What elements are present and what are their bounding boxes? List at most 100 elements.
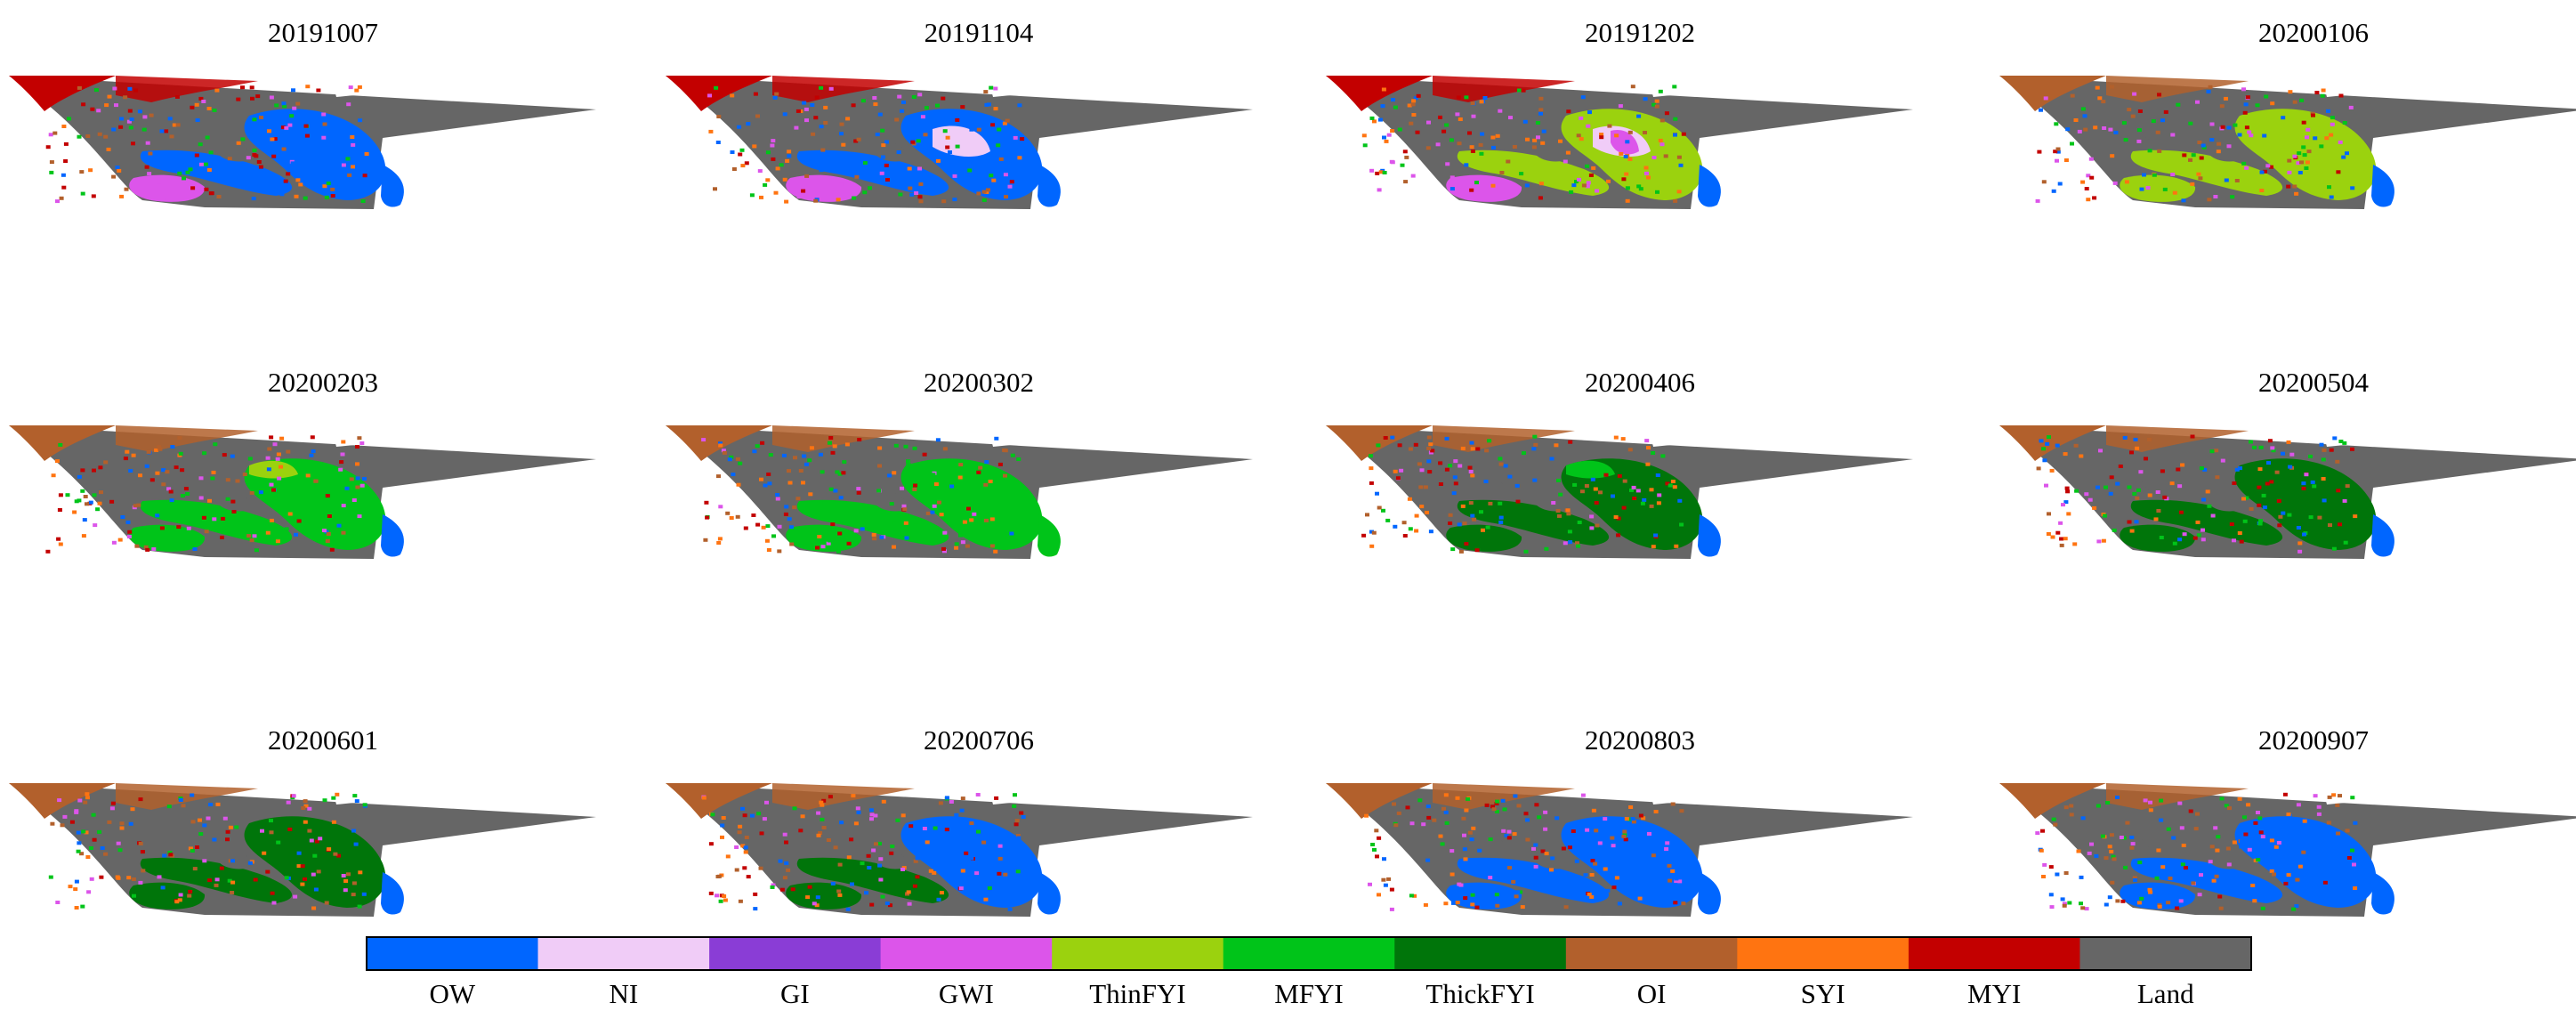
west-basin-ice — [1446, 174, 1522, 202]
panel-title-20200302: 20200302 — [924, 367, 1034, 398]
island — [214, 848, 250, 869]
west-basin-ice — [129, 174, 206, 202]
map-panel-20200106 — [1999, 76, 2576, 209]
corner-ice-region — [666, 783, 772, 819]
coastal-speckle — [707, 85, 1025, 204]
channel-ice — [2130, 857, 2283, 903]
corner-ice-region — [9, 76, 116, 111]
legend-label-thickfyi: ThickFYI — [1425, 978, 1534, 1009]
map-panel-20191202 — [1326, 76, 1913, 209]
island — [1530, 490, 1567, 512]
legend-swatch-mfyi — [1223, 937, 1395, 970]
island — [1530, 141, 1567, 162]
east-edge-ice — [1038, 872, 1061, 915]
island — [1530, 848, 1567, 869]
east-edge-ice — [1698, 872, 1721, 915]
channel-ice — [1457, 857, 1610, 903]
coastal-speckle — [1364, 793, 1686, 911]
island — [870, 141, 907, 162]
east-edge-ice — [1698, 165, 1721, 207]
main-bay-ice — [244, 458, 386, 550]
north-coast-ice — [772, 425, 915, 452]
panel-title-20200203: 20200203 — [268, 367, 378, 398]
legend-swatch-gi — [709, 937, 882, 970]
coastal-speckle — [1361, 434, 1684, 554]
main-bay-ice — [1561, 458, 1703, 550]
legend-label-mfyi: MFYI — [1274, 978, 1344, 1009]
main-bay-ice — [1561, 816, 1703, 908]
channel-ice — [140, 150, 293, 196]
panel-title-20200106: 20200106 — [2258, 17, 2369, 48]
west-basin-ice — [786, 882, 862, 910]
panel-title-20200706: 20200706 — [924, 724, 1034, 756]
legend-swatch-syi — [1737, 937, 1910, 970]
north-coast-ice — [772, 783, 915, 810]
legend-label-myi: MYI — [1967, 978, 2021, 1009]
north-coast-ice — [116, 76, 258, 102]
legend-label-ow: OW — [429, 978, 475, 1009]
legend-label-ni: NI — [609, 978, 638, 1009]
coastal-speckle — [2036, 434, 2358, 554]
island — [2142, 477, 2178, 494]
legend-label-syi: SYI — [1801, 978, 1845, 1009]
coastal-speckle — [701, 436, 1022, 554]
corner-ice-region — [9, 783, 116, 819]
channel-ice — [140, 499, 293, 546]
coastal-speckle — [701, 793, 1026, 911]
island — [151, 477, 188, 494]
coastal-speckle — [48, 792, 367, 910]
west-basin-ice — [786, 524, 862, 552]
map-panel-20200601 — [9, 783, 596, 917]
legend-swatch-thinfyi — [1052, 937, 1224, 970]
island — [1468, 127, 1505, 144]
legend-swatch-oi — [1565, 937, 1738, 970]
snow-patch — [1651, 792, 1671, 805]
east-edge-ice — [2371, 514, 2394, 557]
panel-title-20200406: 20200406 — [1585, 367, 1695, 398]
east-edge-ice — [381, 165, 404, 207]
coastal-speckle — [2035, 792, 2358, 911]
legend-label-gi: GI — [780, 978, 810, 1009]
map-panel-20200504 — [1999, 425, 2576, 559]
channel-ice — [796, 499, 949, 546]
island — [214, 141, 250, 162]
map-panel-20200706 — [666, 783, 1253, 917]
coastal-speckle — [45, 85, 369, 204]
east-edge-ice — [1698, 514, 1721, 557]
island — [151, 835, 188, 852]
map-panel-20200203 — [9, 425, 596, 559]
north-coast-ice — [116, 425, 258, 452]
snow-patch — [990, 792, 1011, 805]
west-basin-ice — [1446, 882, 1522, 910]
west-basin-ice — [129, 882, 206, 910]
island — [808, 127, 844, 144]
east-edge-ice — [381, 872, 404, 915]
legend-label-land: Land — [2137, 978, 2194, 1009]
east-edge-ice — [1038, 165, 1061, 207]
corner-ice-region — [666, 76, 772, 111]
coastal-speckle — [45, 435, 367, 554]
channel-ice — [2130, 499, 2283, 546]
channel-ice — [2130, 150, 2283, 196]
island — [1468, 835, 1505, 852]
west-basin-ice — [129, 524, 206, 552]
colorbar-frame — [366, 936, 2252, 971]
west-basin-ice — [2120, 174, 2196, 202]
corner-ice-region — [1326, 783, 1433, 819]
map-panel-20200406 — [1326, 425, 1913, 559]
north-coast-ice — [116, 783, 258, 810]
channel-ice — [1457, 499, 1610, 546]
corner-ice-region — [1999, 783, 2106, 819]
channel-ice — [1457, 150, 1610, 196]
panel-title-20191202: 20191202 — [1585, 17, 1695, 48]
legend-swatch-myi — [1908, 937, 2080, 970]
legend-label-gwi: GWI — [939, 978, 994, 1009]
east-edge-ice — [1038, 514, 1061, 557]
channel-ice — [796, 150, 949, 196]
legend-swatch-gwi — [880, 937, 1053, 970]
coastal-speckle — [2035, 85, 2355, 203]
west-basin-ice — [786, 174, 862, 202]
legend-swatch-land — [2079, 937, 2252, 970]
colorbar-legend: OW NI GI GWI ThinFYI MFYI ThickFYI OI SYI MYI Land — [366, 936, 2252, 1009]
